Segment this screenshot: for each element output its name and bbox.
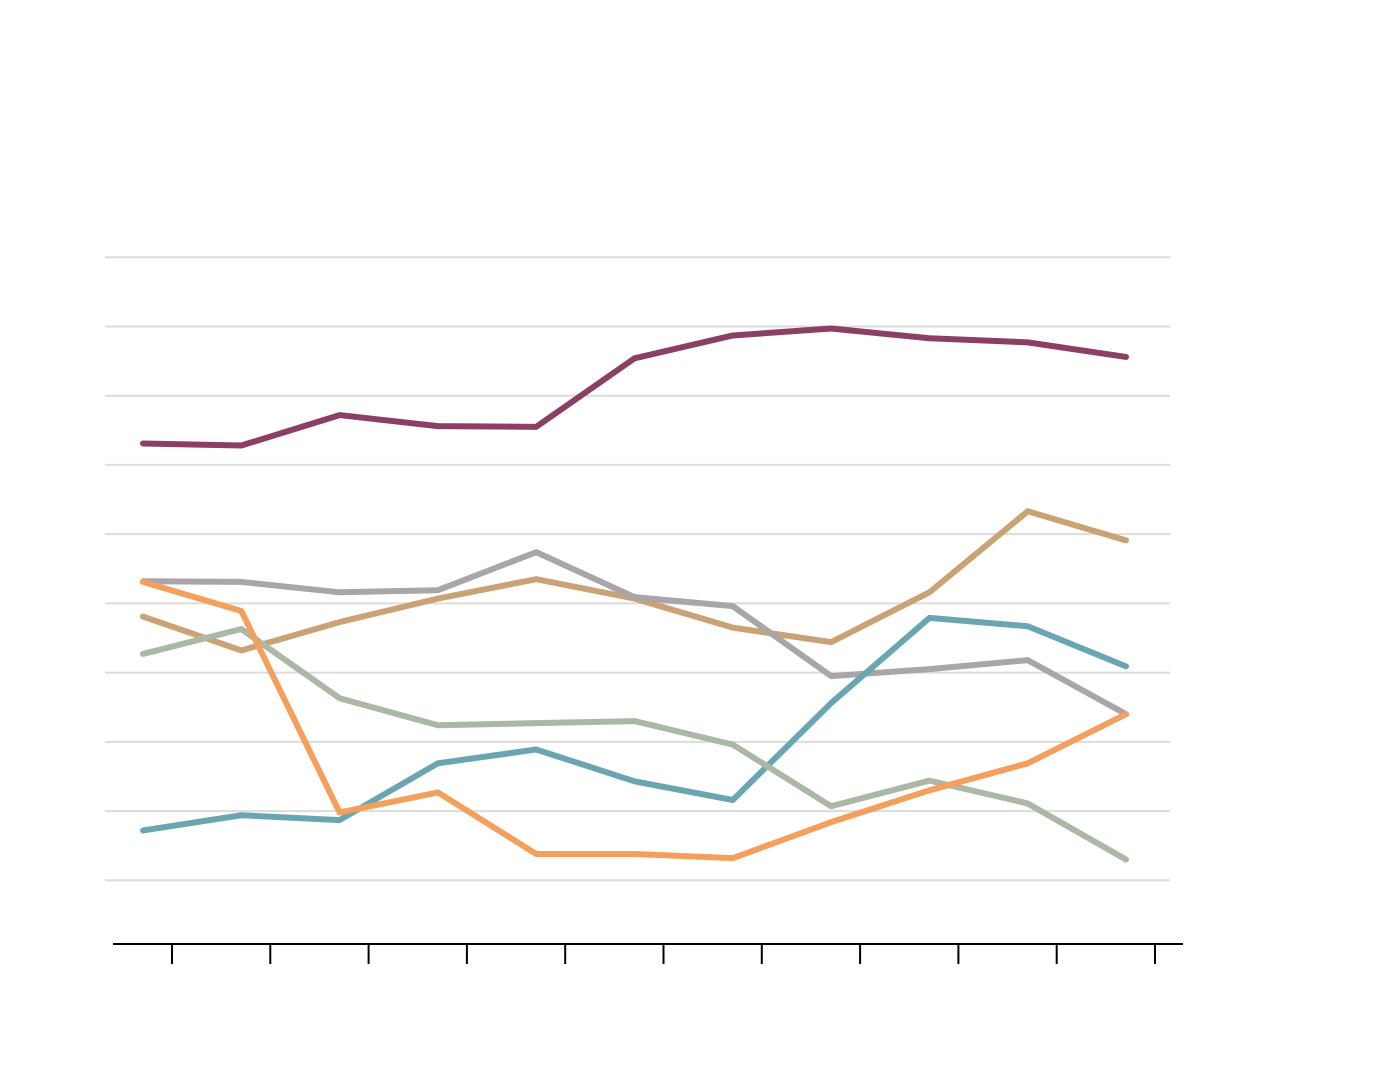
series-line: [140, 614, 1129, 834]
series-line: [140, 578, 1129, 862]
series-line: [140, 508, 1129, 654]
series-line: [140, 549, 1129, 718]
series-line: [140, 325, 1129, 449]
series-line: [140, 626, 1129, 863]
